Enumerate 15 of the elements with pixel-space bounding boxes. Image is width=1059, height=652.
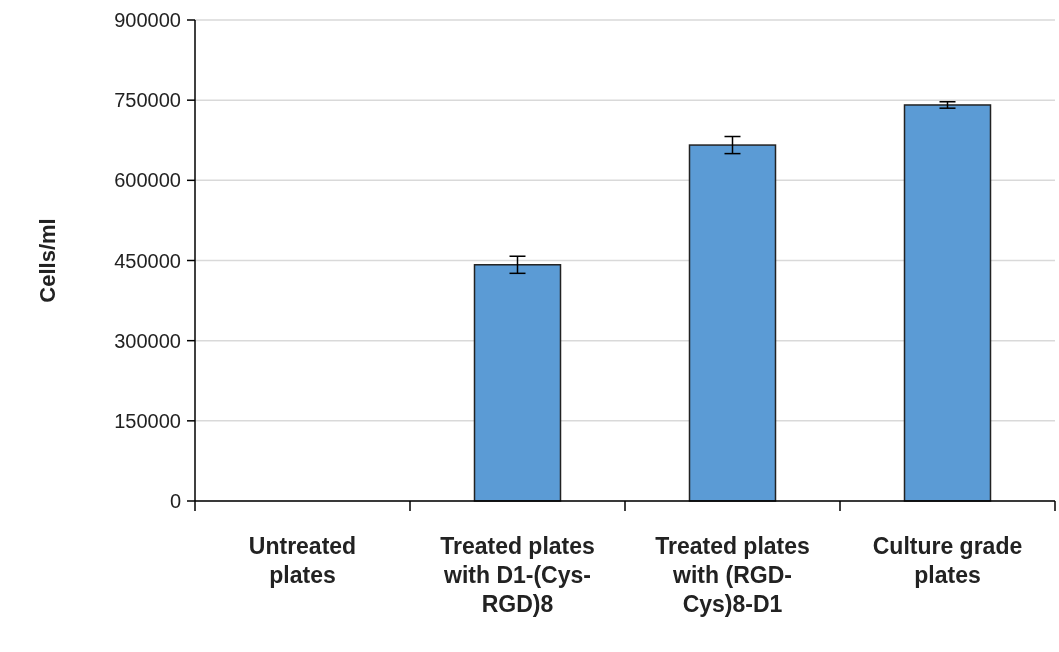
y-tick-label: 750000	[114, 89, 181, 112]
x-tick-label: Treated plates with D1-(Cys-RGD)8	[440, 533, 595, 617]
y-tick-label: 900000	[114, 9, 181, 31]
y-tick-label: 600000	[114, 169, 181, 192]
y-tick-label: 450000	[114, 249, 181, 272]
y-tick-label: 150000	[114, 409, 181, 432]
bar	[688, 144, 777, 502]
x-tick-label: Culture grade plates	[872, 533, 1023, 588]
bar	[473, 264, 562, 502]
x-tick-label: Untreated plates	[248, 533, 357, 588]
bar	[903, 104, 992, 502]
y-tick-label: 0	[169, 490, 181, 512]
y-axis-title: Cells/ml	[35, 218, 60, 303]
y-tick-label: 300000	[114, 329, 181, 352]
x-tick-label: Treated plates with (RGD-Cys)8-D1	[655, 533, 810, 617]
